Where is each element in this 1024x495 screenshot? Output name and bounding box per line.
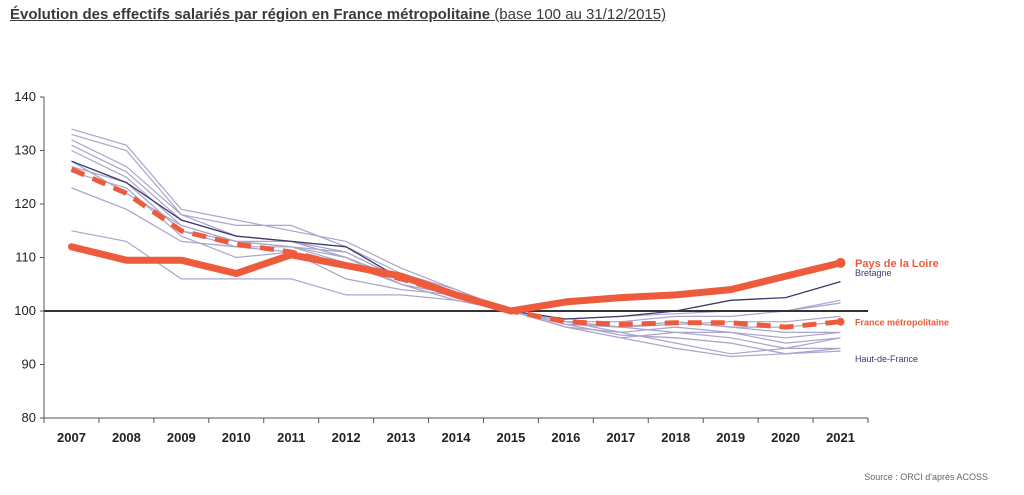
y-tick-label: 80 [22,410,36,425]
x-tick-label: 2015 [496,430,525,445]
x-tick-label: 2016 [551,430,580,445]
region-series-line [71,133,841,355]
label-haut-de-france: Haut-de-France [855,354,918,364]
x-tick-label: 2008 [112,430,141,445]
pays-de-la-loire-end-point [835,257,846,268]
label-bretagne: Bretagne [855,268,892,278]
region-series-line [71,171,841,328]
label-pays-de-la-loire: Pays de la Loire [855,258,939,270]
y-tick-label: 100 [14,303,36,318]
x-tick-label: 2011 [277,430,305,445]
chart-title-sub: (base 100 au 31/12/2015) [494,6,667,23]
x-tick-label: 2012 [332,430,361,445]
x-tick-label: 2013 [387,430,416,445]
label-france-metropolitaine: France métropolitaine [855,318,949,328]
x-tick-label: 2007 [57,430,86,445]
pays-de-la-loire-line [68,243,844,315]
y-tick-label: 90 [22,357,36,372]
source-note: Source : ORCI d'après ACOSS [864,472,988,482]
france-metropolitaine-end-point [836,317,845,326]
x-tick-label: 2018 [661,430,690,445]
region-series-line [71,230,841,323]
chart-title-main: Évolution des effectifs salariés par rég… [10,6,491,23]
y-tick-label: 140 [14,89,36,104]
france-metropolitaine-line [70,166,841,330]
x-tick-label: 2019 [716,430,745,445]
x-tick-label: 2014 [442,430,472,445]
x-tick-label: 2009 [167,430,196,445]
x-tick-label: 2010 [222,430,251,445]
y-tick-label: 130 [14,143,36,158]
region-series-line [71,187,841,355]
region-series-line [71,139,841,333]
chart-title: Évolution des effectifs salariés par rég… [10,6,666,23]
x-tick-label: 2017 [606,430,635,445]
x-tick-label: 2020 [771,430,800,445]
y-tick-label: 110 [15,250,36,265]
y-tick-label: 120 [14,196,36,211]
region-series-line [71,149,841,349]
x-tick-label: 2021 [826,430,855,445]
